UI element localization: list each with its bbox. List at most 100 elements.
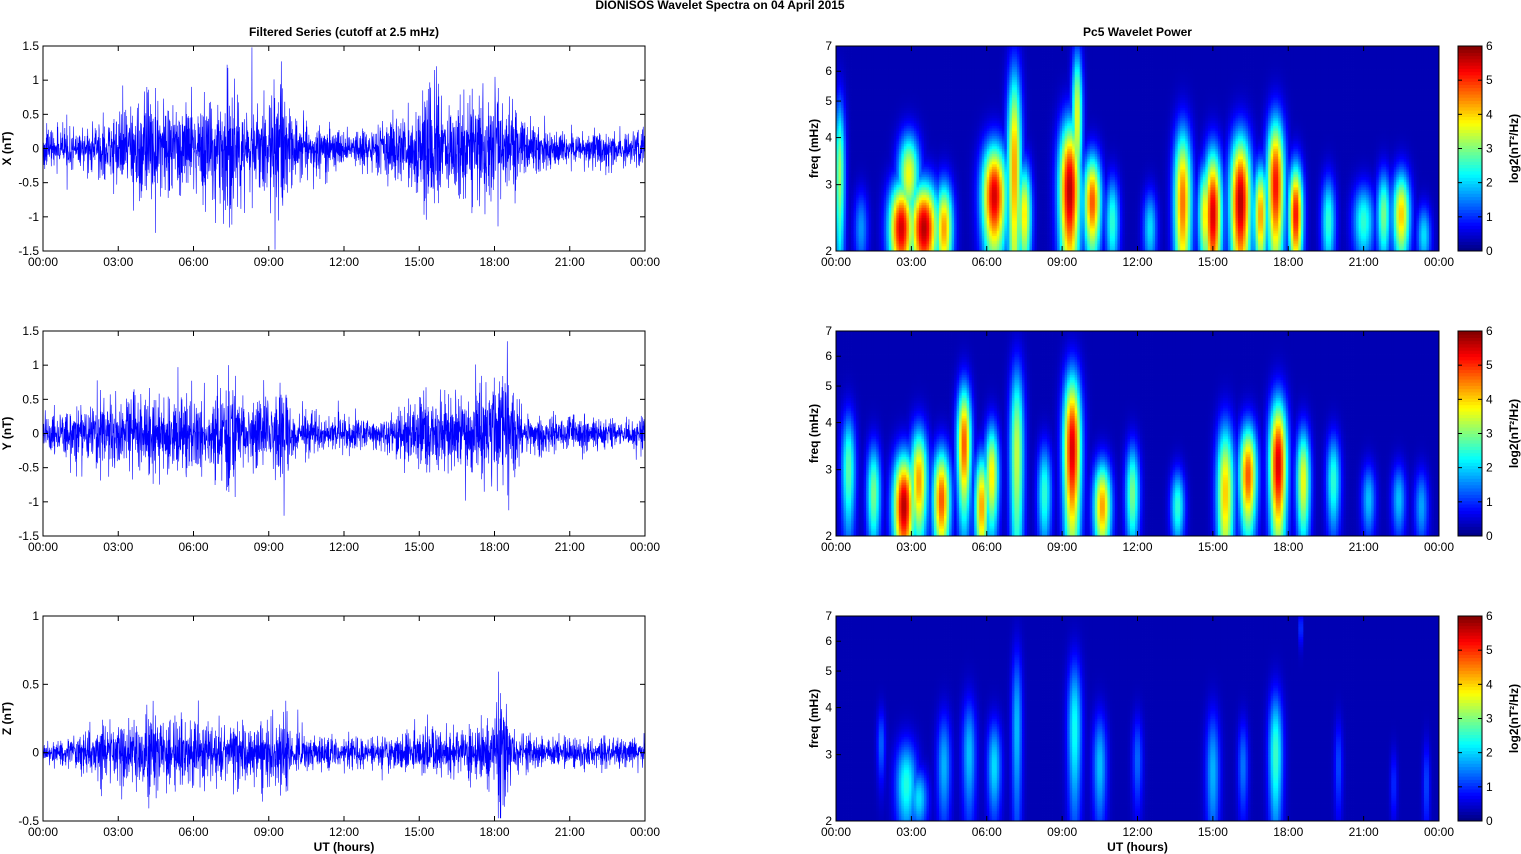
colorbar-step (1458, 638, 1482, 642)
x-tick-label: 12:00 (329, 255, 359, 269)
x-tick-label: 15:00 (404, 255, 434, 269)
x-tick-label: 15:00 (1198, 255, 1228, 269)
colorbar-step (1458, 187, 1482, 191)
colorbar-step (1458, 696, 1482, 700)
colorbar-step (1458, 661, 1482, 665)
colorbar-step (1458, 677, 1482, 681)
colorbar-step (1458, 373, 1482, 377)
colorbar-step (1458, 651, 1482, 655)
colorbar-step (1458, 632, 1482, 636)
x-tick-label: 00:00 (28, 255, 58, 269)
colorbar-step (1458, 392, 1482, 396)
colorbar-step (1458, 97, 1482, 101)
y-tick-label: 6 (825, 349, 832, 363)
x-tick-label: 21:00 (555, 255, 585, 269)
y-axis-label: freq (mHz) (807, 404, 821, 463)
colorbar-step (1458, 514, 1482, 518)
colorbar-step (1458, 203, 1482, 207)
x-tick-label: 03:00 (896, 540, 926, 554)
colorbar-step (1458, 216, 1482, 220)
colorbar-tick-label: 1 (1486, 780, 1493, 794)
colorbar-step (1458, 379, 1482, 383)
power-raster (836, 331, 1439, 536)
colorbar-step (1458, 129, 1482, 133)
x-tick-label: 18:00 (479, 255, 509, 269)
colorbar-tick-label: 3 (1486, 427, 1493, 441)
colorbar-step (1458, 799, 1482, 803)
colorbar-step (1458, 174, 1482, 178)
colorbar-label: log2(nT²/Hz) (1507, 114, 1521, 183)
colorbar-step (1458, 46, 1482, 50)
colorbar-step (1458, 52, 1482, 56)
colorbar-step (1458, 334, 1482, 338)
x-tick-label: 21:00 (555, 825, 585, 839)
x-tick-label: 06:00 (178, 825, 208, 839)
colorbar-step (1458, 459, 1482, 463)
colorbar-step (1458, 382, 1482, 386)
colorbar-step (1458, 440, 1482, 444)
colorbar-step (1458, 232, 1482, 236)
x-tick-label: 00:00 (28, 825, 58, 839)
colorbar-step (1458, 149, 1482, 153)
colorbar-step (1458, 190, 1482, 194)
colorbar-step (1458, 401, 1482, 405)
colorbar-step (1458, 68, 1482, 72)
x-tick-label: 21:00 (555, 540, 585, 554)
colorbar-step (1458, 744, 1482, 748)
colorbar-step (1458, 789, 1482, 793)
line-panel-0: -1.5-1-0.500.511.500:00 03:00 06:00 09:00 12… (0, 25, 660, 269)
x-tick-label: 06:00 (178, 255, 208, 269)
power-raster (836, 616, 1439, 821)
colorbar-step (1458, 357, 1482, 361)
y-tick-label: 6 (825, 634, 832, 648)
x-tick-label: 15:00 (404, 540, 434, 554)
colorbar-step (1458, 693, 1482, 697)
y-axis-label: freq (mHz) (807, 689, 821, 748)
y-axis-label: X (nT) (0, 132, 14, 166)
colorbar-step (1458, 795, 1482, 799)
y-tick-label: 3 (825, 463, 832, 477)
y-tick-label: 7 (825, 609, 832, 623)
x-tick-label: 00:00 (630, 540, 660, 554)
x-tick-label: 18:00 (479, 540, 509, 554)
power-raster (836, 46, 1439, 251)
colorbar-step (1458, 417, 1482, 421)
x-tick-label: 21:00 (1349, 540, 1379, 554)
colorbar-tick-label: 6 (1486, 324, 1493, 338)
colorbar-step (1458, 116, 1482, 120)
colorbar-step (1458, 446, 1482, 450)
colorbar-step (1458, 168, 1482, 172)
colorbar-step (1458, 385, 1482, 389)
colorbar-step (1458, 731, 1482, 735)
colorbar-step (1458, 815, 1482, 819)
colorbar-step (1458, 65, 1482, 69)
colorbar-step (1458, 219, 1482, 223)
x-tick-label: 09:00 (254, 540, 284, 554)
colorbar-step (1458, 763, 1482, 767)
colorbar-step (1458, 802, 1482, 806)
x-tick-label: 15:00 (404, 825, 434, 839)
colorbar-tick-label: 2 (1486, 461, 1493, 475)
colorbar-step (1458, 241, 1482, 245)
colorbar-step (1458, 786, 1482, 790)
plot-area (43, 616, 645, 821)
colorbar-step (1458, 462, 1482, 466)
colorbar-tick-label: 1 (1486, 210, 1493, 224)
colorbar-label: log2(nT²/Hz) (1507, 399, 1521, 468)
y-tick-label: 0.5 (22, 107, 39, 121)
colorbar-step (1458, 213, 1482, 217)
colorbar-step (1458, 626, 1482, 630)
colorbar-step (1458, 366, 1482, 370)
x-tick-label: 06:00 (178, 540, 208, 554)
panel-title: Pc5 Wavelet Power (1083, 25, 1192, 39)
y-axis-label: freq (mHz) (807, 119, 821, 178)
line-panel-1: -1.5-1-0.500.511.500:00 03:00 06:00 09:00 12… (0, 324, 660, 554)
colorbar-step (1458, 635, 1482, 639)
x-tick-label: 06:00 (972, 540, 1002, 554)
y-tick-label: -0.5 (18, 176, 39, 190)
colorbar-step (1458, 642, 1482, 646)
colorbar-step (1458, 498, 1482, 502)
